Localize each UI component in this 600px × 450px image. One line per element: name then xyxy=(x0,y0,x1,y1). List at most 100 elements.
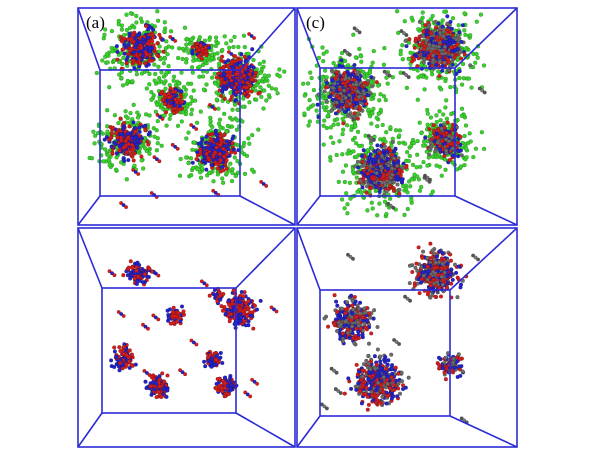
particle xyxy=(355,100,360,105)
particle xyxy=(395,182,400,187)
particle xyxy=(417,188,423,193)
particle xyxy=(250,77,255,82)
particle xyxy=(366,159,371,164)
particle xyxy=(459,153,464,158)
particle xyxy=(191,88,196,93)
particle xyxy=(172,106,177,111)
particle xyxy=(110,150,115,155)
particle xyxy=(336,179,341,185)
particle xyxy=(354,175,359,180)
particle xyxy=(118,116,123,121)
particle xyxy=(405,190,410,195)
particle xyxy=(438,123,443,128)
particle xyxy=(462,11,467,16)
particle xyxy=(141,37,146,42)
particle xyxy=(118,135,124,140)
particle xyxy=(157,32,162,37)
particle xyxy=(240,104,245,109)
particle xyxy=(382,45,387,51)
particle xyxy=(427,127,432,132)
particle xyxy=(161,49,166,54)
particle xyxy=(147,266,152,271)
particle xyxy=(396,159,401,164)
particle xyxy=(481,63,487,68)
particle xyxy=(340,127,346,132)
particle xyxy=(383,165,388,170)
particle xyxy=(207,37,212,42)
particle xyxy=(359,190,364,195)
particle xyxy=(208,122,213,127)
particle xyxy=(258,298,263,303)
particle xyxy=(391,180,396,185)
particle xyxy=(311,87,317,93)
particle xyxy=(124,150,129,155)
particle xyxy=(247,141,252,146)
particle xyxy=(361,88,366,94)
particle xyxy=(255,381,260,386)
particle xyxy=(452,55,457,60)
particle xyxy=(416,37,422,42)
particle xyxy=(189,37,194,42)
particle xyxy=(226,147,231,152)
particle xyxy=(342,109,347,114)
particle xyxy=(161,61,167,66)
particle xyxy=(356,165,361,170)
particle xyxy=(147,82,152,87)
particle xyxy=(203,49,208,54)
particle xyxy=(105,129,110,134)
particle xyxy=(259,94,264,100)
particle xyxy=(200,74,206,79)
particle xyxy=(343,163,349,168)
particle xyxy=(100,58,105,63)
particle xyxy=(403,38,408,43)
particle xyxy=(164,39,169,44)
particle xyxy=(443,167,448,173)
particle xyxy=(374,79,379,85)
particle xyxy=(325,80,330,86)
particle xyxy=(394,9,400,14)
particle xyxy=(449,45,454,50)
particle xyxy=(168,112,173,118)
particle xyxy=(328,125,334,130)
particle xyxy=(434,119,439,125)
particle xyxy=(167,95,172,100)
particle xyxy=(126,42,131,48)
particle xyxy=(149,25,154,30)
particle xyxy=(457,69,462,74)
particle xyxy=(324,99,329,104)
particle xyxy=(249,89,254,94)
particle xyxy=(357,30,362,35)
particle xyxy=(124,177,130,182)
particle xyxy=(344,122,350,128)
particle xyxy=(365,171,370,176)
particle xyxy=(338,91,343,96)
particle xyxy=(333,76,338,81)
particle xyxy=(418,164,423,170)
particle xyxy=(152,62,157,67)
particle xyxy=(156,64,161,70)
particle xyxy=(321,105,326,110)
particle xyxy=(365,73,370,79)
particle xyxy=(224,171,229,176)
particle xyxy=(155,18,161,23)
particle xyxy=(134,71,140,77)
particle xyxy=(437,73,442,79)
particle xyxy=(198,109,204,114)
particle xyxy=(169,100,174,105)
particle xyxy=(142,272,147,277)
particle xyxy=(441,28,446,33)
particle xyxy=(421,143,426,148)
particle xyxy=(207,141,213,146)
particle xyxy=(444,116,450,121)
particle xyxy=(121,314,126,319)
particle xyxy=(121,156,126,161)
particle xyxy=(183,92,189,97)
particle xyxy=(351,32,356,37)
particle xyxy=(222,80,227,85)
particle xyxy=(217,151,223,156)
particle xyxy=(104,107,110,113)
particle xyxy=(387,196,393,201)
particle xyxy=(320,74,325,80)
particle xyxy=(402,212,407,218)
particle xyxy=(469,85,474,90)
